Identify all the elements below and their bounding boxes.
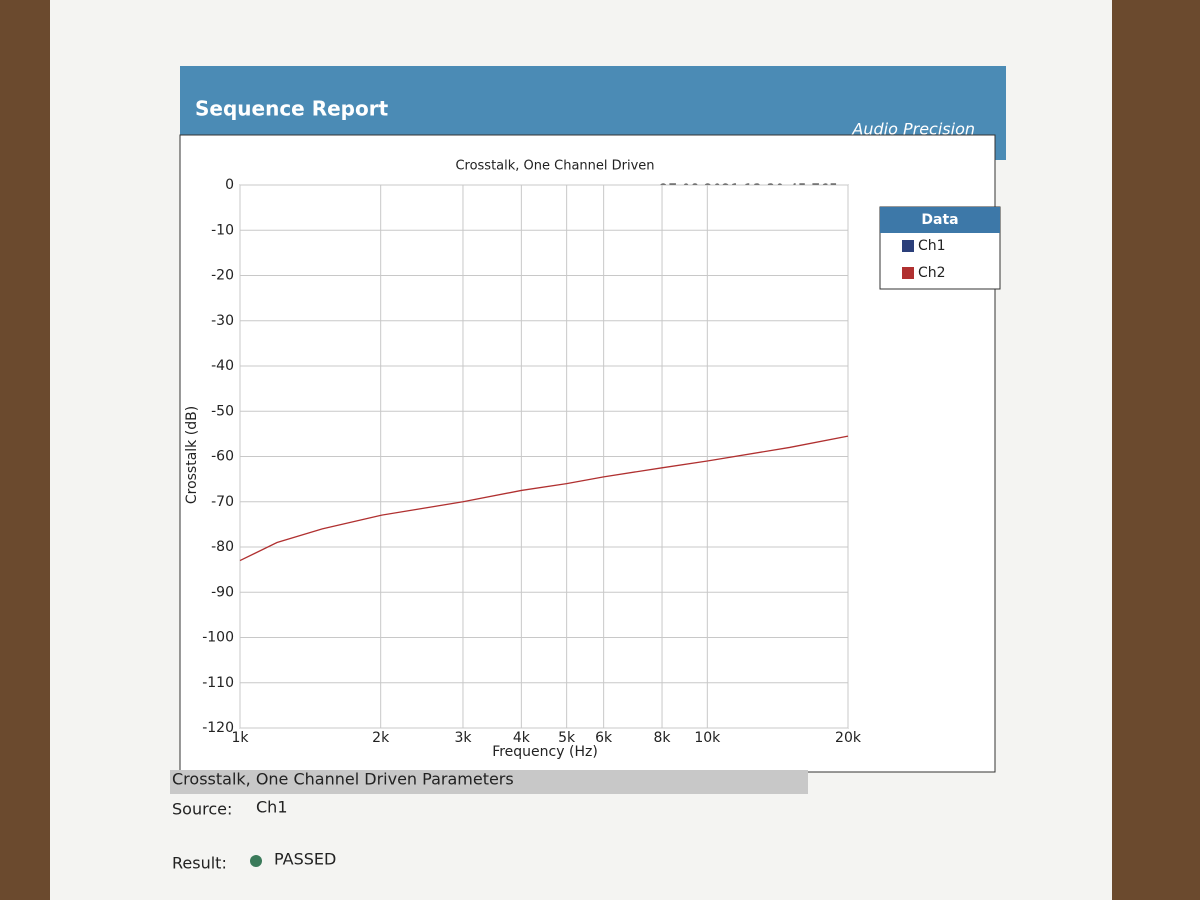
y-axis-label: Crosstalk (dB) [184,406,200,504]
params-band [170,770,808,794]
legend-label: Ch2 [918,265,946,281]
y-tick-label: -50 [211,403,234,419]
x-tick-label: 5k [558,730,576,746]
y-tick-label: -10 [211,222,234,238]
x-tick-label: 8k [654,730,672,746]
result-value: PASSED [274,850,336,869]
y-tick-label: -40 [211,358,234,374]
params-title: Crosstalk, One Channel Driven Parameters [172,770,514,789]
x-tick-label: 4k [513,730,531,746]
chart-title: Crosstalk, One Channel Driven [455,159,654,174]
x-tick-label: 6k [595,730,613,746]
x-tick-label: 1k [231,730,249,746]
y-tick-label: -20 [211,268,234,284]
pass-icon [250,855,262,867]
legend-label: Ch1 [918,238,946,254]
x-tick-label: 10k [694,730,721,746]
legend-swatch [902,267,914,279]
legend-title: Data [921,212,958,228]
legend-swatch [902,240,914,252]
legend-header [880,207,1000,233]
y-tick-label: -80 [211,539,234,555]
x-tick-label: 20k [835,730,862,746]
x-axis-label: Frequency (Hz) [492,744,598,760]
y-tick-label: -100 [202,630,234,646]
x-tick-label: 3k [454,730,472,746]
source-label: Source: [172,800,232,819]
y-tick-label: -120 [202,720,234,736]
legend: Data Ch1 Ch2 [879,206,1001,290]
series-line [239,435,849,562]
source-value: Ch1 [256,798,288,817]
x-tick-label: 2k [372,730,390,746]
y-tick-label: -60 [211,449,234,465]
y-tick-label: -90 [211,584,234,600]
logo: Audio Precision [851,120,975,139]
result-label: Result: [172,854,227,873]
report-title: Sequence Report [195,97,389,121]
y-tick-label: -110 [202,675,234,691]
y-tick-label: -30 [211,313,234,329]
y-tick-label: 0 [225,177,234,193]
y-tick-label: -70 [211,494,234,510]
